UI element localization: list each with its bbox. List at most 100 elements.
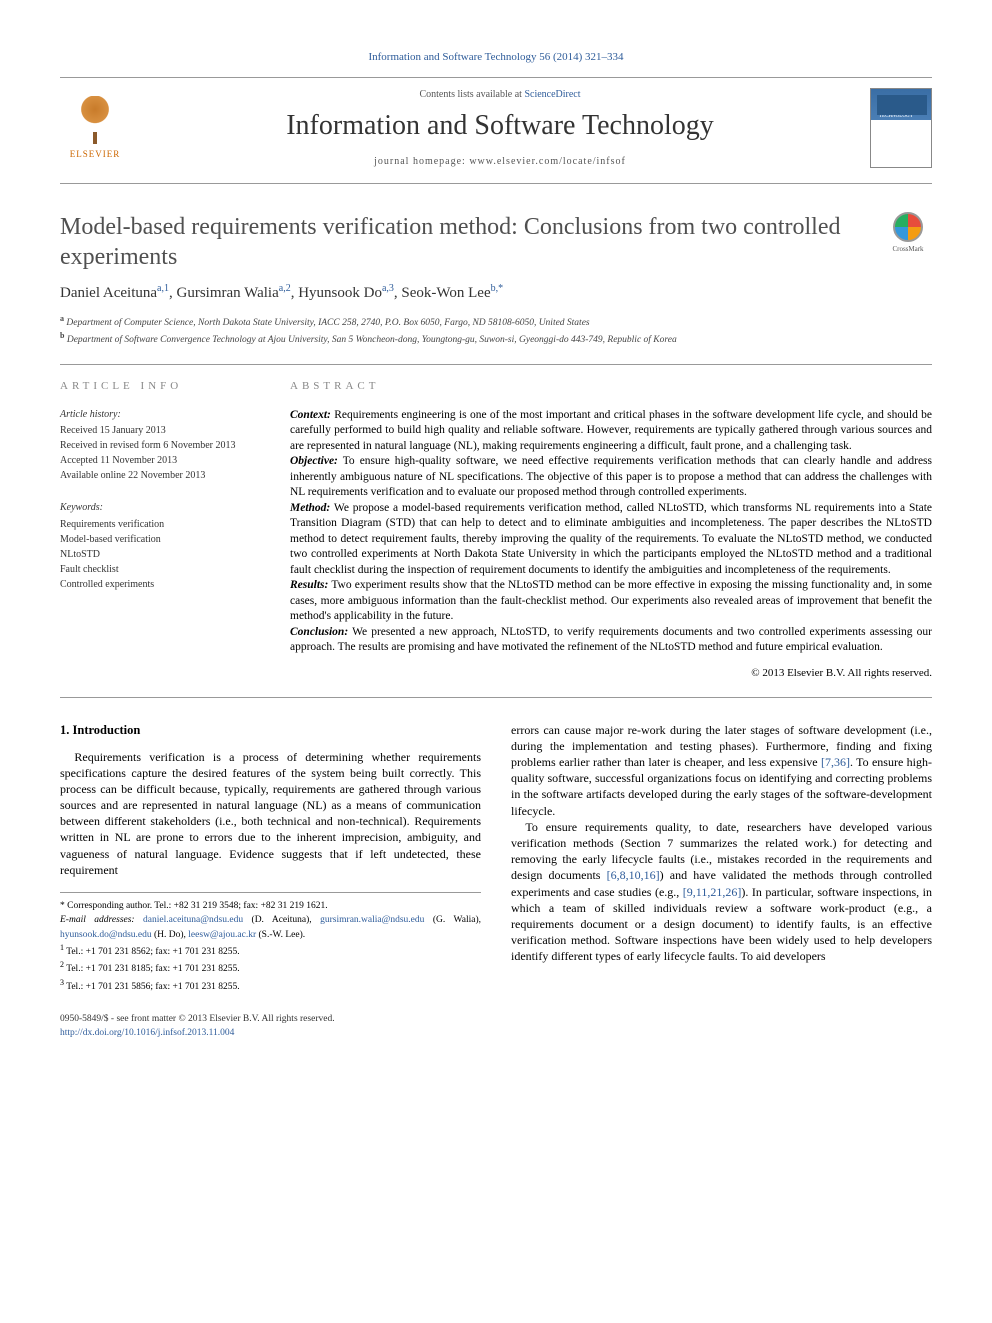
author-email[interactable]: gursimran.walia@ndsu.edu	[320, 915, 424, 925]
keyword: Fault checklist	[60, 562, 260, 577]
crossmark-label: CrossMark	[892, 245, 923, 254]
author-affil-mark: a,3	[382, 283, 394, 294]
citation-ref[interactable]: [6,8,10,16]	[607, 868, 660, 882]
sciencedirect-link[interactable]: ScienceDirect	[524, 89, 580, 100]
article-info-heading: article info	[60, 379, 260, 394]
abstract-label: Conclusion:	[290, 626, 348, 638]
footnotes-block: * Corresponding author. Tel.: +82 31 219…	[60, 892, 481, 994]
email-who: (D. Aceituna),	[243, 915, 320, 925]
corresponding-author-note: * Corresponding author. Tel.: +82 31 219…	[60, 899, 481, 913]
elsevier-wordmark: ELSEVIER	[70, 148, 121, 160]
author-affil-mark: b,*	[491, 283, 504, 294]
fn-text: Tel.: +1 701 231 5856; fax: +1 701 231 8…	[64, 982, 240, 992]
abstract-text: Requirements engineering is one of the m…	[290, 409, 932, 452]
author-name: Gursimran Walia	[177, 285, 279, 301]
abstract-text: Two experiment results show that the NLt…	[290, 579, 932, 622]
email-who: (H. Do),	[152, 930, 189, 940]
abstract-section: Results: Two experiment results show tha…	[290, 578, 932, 625]
abstract-text: To ensure high-quality software, we need…	[290, 455, 932, 498]
affiliation-line: b Department of Software Convergence Tec…	[60, 330, 932, 347]
contents-prefix: Contents lists available at	[419, 89, 524, 100]
keyword: Controlled experiments	[60, 577, 260, 592]
email-line: E-mail addresses: daniel.aceituna@ndsu.e…	[60, 913, 481, 942]
email-who: (G. Walia),	[424, 915, 481, 925]
author-name: Daniel Aceituna	[60, 285, 157, 301]
history-line: Available online 22 November 2013	[60, 468, 260, 483]
affil-text: Department of Computer Science, North Da…	[66, 318, 589, 328]
article-history-label: Article history:	[60, 408, 260, 422]
section-number: 1.	[60, 723, 69, 737]
abstract-label: Context:	[290, 409, 331, 421]
affiliation-line: a Department of Computer Science, North …	[60, 313, 932, 330]
affil-text: Department of Software Convergence Techn…	[67, 335, 677, 345]
abstract-copyright: © 2013 Elsevier B.V. All rights reserved…	[290, 666, 932, 681]
affiliations-block: a Department of Computer Science, North …	[60, 313, 932, 348]
right-column: errors can cause major re-work during th…	[511, 722, 932, 994]
abstract-label: Objective:	[290, 455, 338, 467]
article-title: Model-based requirements verification me…	[60, 212, 864, 272]
info-abstract-row: article info Article history: Received 1…	[60, 379, 932, 681]
contents-available-line: Contents lists available at ScienceDirec…	[150, 88, 850, 102]
masthead-center: Contents lists available at ScienceDirec…	[130, 88, 870, 169]
journal-masthead: ELSEVIER Contents lists available at Sci…	[60, 77, 932, 184]
history-line: Accepted 11 November 2013	[60, 453, 260, 468]
doi-link[interactable]: http://dx.doi.org/10.1016/j.infsof.2013.…	[60, 1028, 234, 1038]
author-email[interactable]: leesw@ajou.ac.kr	[188, 930, 256, 940]
title-block: Model-based requirements verification me…	[60, 212, 932, 272]
fn-text: Tel.: +1 701 231 8185; fax: +1 701 231 8…	[64, 964, 240, 974]
left-column: 1. Introduction Requirements verificatio…	[60, 722, 481, 994]
body-paragraph: Requirements verification is a process o…	[60, 749, 481, 879]
homepage-url[interactable]: www.elsevier.com/locate/infsof	[469, 156, 626, 167]
abstract-section: Context: Requirements engineering is one…	[290, 408, 932, 455]
page-root: Information and Software Technology 56 (…	[0, 0, 992, 1080]
citation-ref[interactable]: [9,11,21,26]	[683, 885, 742, 899]
history-line: Received 15 January 2013	[60, 423, 260, 438]
affil-label: b	[60, 331, 64, 340]
abstract-text: We presented a new approach, NLtoSTD, to…	[290, 626, 932, 654]
tel-footnote: 1 Tel.: +1 701 231 8562; fax: +1 701 231…	[60, 942, 481, 959]
abstract-label: Results:	[290, 579, 328, 591]
keywords-label: Keywords:	[60, 501, 260, 515]
cover-label: INFORMATION AND SOFTWARE TECHNOLOGY	[879, 97, 913, 119]
crossmark-badge[interactable]: CrossMark	[884, 212, 932, 260]
author-email[interactable]: hyunsook.do@ndsu.edu	[60, 930, 152, 940]
keyword: NLtoSTD	[60, 547, 260, 562]
author-affil-mark: a,1	[157, 283, 169, 294]
email-who: (S.-W. Lee).	[256, 930, 305, 940]
keyword: Model-based verification	[60, 532, 260, 547]
email-label: E-mail addresses:	[60, 915, 143, 925]
body-two-column: 1. Introduction Requirements verificatio…	[60, 722, 932, 994]
citation-ref[interactable]: [7,36]	[821, 755, 850, 769]
keyword: Requirements verification	[60, 517, 260, 532]
abstract-heading: abstract	[290, 379, 932, 394]
elsevier-tree-icon	[72, 96, 118, 144]
author-list: Daniel Aceitunaa,1, Gursimran Waliaa,2, …	[60, 282, 932, 303]
tel-footnote: 3 Tel.: +1 701 231 5856; fax: +1 701 231…	[60, 977, 481, 994]
history-line: Received in revised form 6 November 2013	[60, 438, 260, 453]
tel-footnote: 2 Tel.: +1 701 231 8185; fax: +1 701 231…	[60, 959, 481, 976]
abstract-label: Method:	[290, 502, 330, 514]
journal-homepage-line: journal homepage: www.elsevier.com/locat…	[150, 155, 850, 169]
homepage-prefix: journal homepage:	[374, 156, 469, 167]
fn-text: Tel.: +1 701 231 8562; fax: +1 701 231 8…	[64, 947, 240, 957]
page-footer-meta: 0950-5849/$ - see front matter © 2013 El…	[60, 1012, 932, 1041]
abstract-column: abstract Context: Requirements engineeri…	[290, 379, 932, 681]
divider-rule	[60, 697, 932, 698]
abstract-section: Objective: To ensure high-quality softwa…	[290, 454, 932, 501]
journal-title: Information and Software Technology	[150, 107, 850, 145]
abstract-section: Method: We propose a model-based require…	[290, 501, 932, 579]
journal-cover-thumbnail: INFORMATION AND SOFTWARE TECHNOLOGY	[870, 88, 932, 168]
divider-rule	[60, 364, 932, 365]
section-heading: 1. Introduction	[60, 722, 481, 739]
author-email[interactable]: daniel.aceituna@ndsu.edu	[143, 915, 243, 925]
article-info-column: article info Article history: Received 1…	[60, 379, 260, 681]
author-affil-mark: a,2	[279, 283, 291, 294]
issn-copyright-line: 0950-5849/$ - see front matter © 2013 El…	[60, 1012, 932, 1026]
abstract-section: Conclusion: We presented a new approach,…	[290, 625, 932, 656]
keywords-block: Keywords: Requirements verification Mode…	[60, 501, 260, 592]
author-name: Seok-Won Lee	[401, 285, 490, 301]
body-paragraph: To ensure requirements quality, to date,…	[511, 819, 932, 965]
running-head: Information and Software Technology 56 (…	[60, 50, 932, 65]
crossmark-icon	[893, 212, 923, 242]
abstract-text: We propose a model-based requirements ve…	[290, 502, 932, 576]
